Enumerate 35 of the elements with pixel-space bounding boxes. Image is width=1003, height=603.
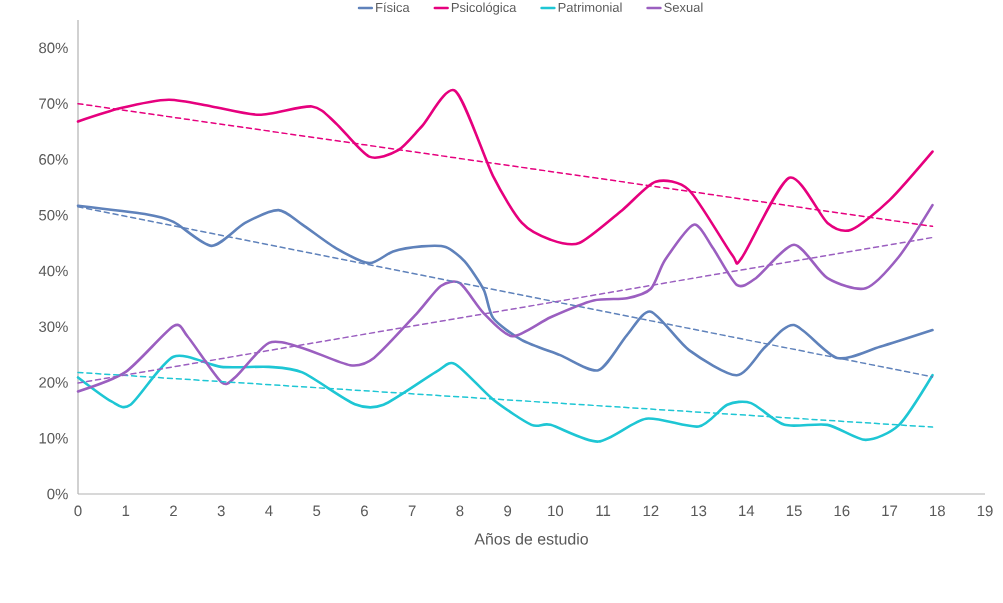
x-tick-label: 5 [313,505,321,517]
x-tick-label: 8 [456,505,464,517]
x-tick-label: 2 [170,505,177,517]
y-tick-label: 10% [39,432,68,444]
x-tick-label: 14 [739,505,755,516]
legend-label: Física [376,2,410,13]
x-tick-label: 16 [834,505,850,517]
legend-label: Sexual [664,2,703,12]
y-tick-label: 0% [47,488,68,500]
x-tick-label: 13 [691,505,707,517]
x-tick-label: 4 [265,505,273,516]
y-tick-label: 50% [39,209,68,221]
legend-label: Psicológica [451,2,517,15]
y-tick-label: 80% [39,42,68,54]
x-tick-label: 11 [596,505,611,516]
y-tick-label: 20% [39,377,68,388]
x-tick-label: 3 [217,505,225,517]
y-tick-label: 70% [39,98,68,109]
y-tick-label: 40% [38,265,68,277]
x-axis-title: Años de estudio [474,533,588,545]
x-tick-label: 0 [74,505,82,517]
x-tick-label: 10 [548,505,564,517]
x-tick-label: 1 [122,505,130,516]
x-tick-label: 18 [930,505,945,517]
x-tick-label: 15 [786,505,802,517]
line-series [76,354,934,443]
x-tick-label: 6 [361,505,368,517]
x-tick-label: 12 [643,505,659,517]
y-tick-label: 60% [39,154,68,165]
x-tick-label: 9 [504,505,512,517]
x-tick-label: 19 [977,505,993,517]
y-tick-label: 30% [39,321,68,332]
legend-label: Patrimonial [558,2,622,12]
x-tick-label: 17 [882,505,898,516]
x-tick-label: 7 [408,505,416,516]
